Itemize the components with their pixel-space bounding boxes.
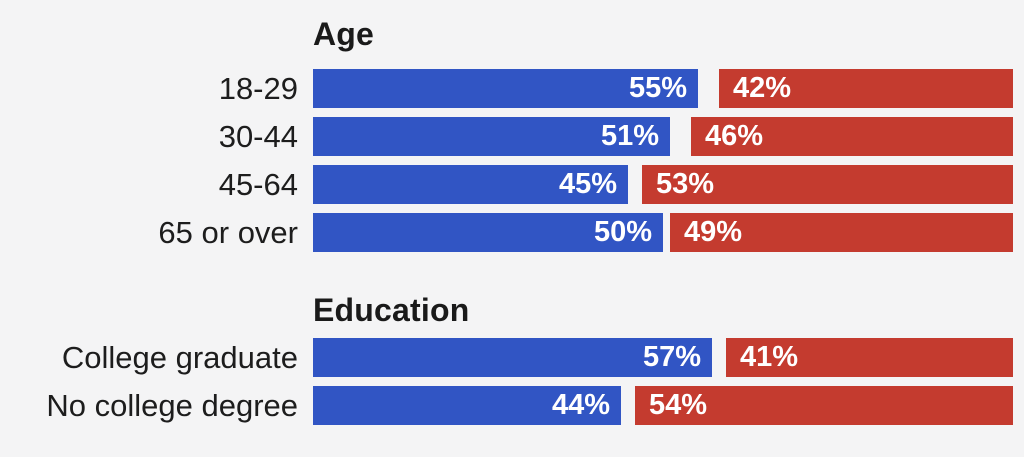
bar-track: 57% 41%	[313, 338, 1013, 377]
bar-track: 50% 49%	[313, 213, 1013, 252]
red-bar-value: 41%	[740, 341, 799, 373]
blue-bar: 57%	[313, 338, 712, 377]
blue-bar-value: 45%	[558, 168, 617, 200]
blue-bar-value: 44%	[551, 389, 610, 421]
bar-row: College graduate 57% 41%	[0, 338, 1024, 377]
blue-bar-value: 55%	[628, 72, 687, 104]
bar-row: 18-29 55% 42%	[0, 69, 1024, 108]
blue-bar-value: 51%	[600, 120, 659, 152]
row-label: 30-44	[218, 119, 298, 154]
blue-bar: 51%	[313, 117, 670, 156]
blue-bar-value: 57%	[642, 341, 701, 373]
bar-row: 30-44 51% 46%	[0, 117, 1024, 156]
red-bar: 41%	[726, 338, 1013, 377]
blue-bar: 55%	[313, 69, 698, 108]
row-label: 65 or over	[158, 215, 298, 250]
blue-bar: 50%	[313, 213, 663, 252]
blue-bar-value: 50%	[593, 216, 652, 248]
red-bar: 42%	[719, 69, 1013, 108]
group-title-age: Age	[313, 16, 375, 52]
bar-row: No college degree 44% 54%	[0, 386, 1024, 425]
group-education: Education College graduate 57% 41% No co…	[0, 290, 1024, 425]
bar-row: 45-64 45% 53%	[0, 165, 1024, 204]
blue-bar: 45%	[313, 165, 628, 204]
red-bar-value: 42%	[733, 72, 792, 104]
red-bar-value: 46%	[705, 120, 764, 152]
red-bar: 53%	[642, 165, 1013, 204]
bar-row: 65 or over 50% 49%	[0, 213, 1024, 252]
red-bar: 54%	[635, 386, 1013, 425]
row-label: 18-29	[218, 71, 298, 106]
red-bar: 46%	[691, 117, 1013, 156]
red-bar-value: 49%	[684, 216, 743, 248]
row-label: College graduate	[61, 340, 298, 375]
bar-track: 51% 46%	[313, 117, 1013, 156]
blue-bar: 44%	[313, 386, 621, 425]
red-bar-value: 54%	[649, 389, 708, 421]
bar-track: 45% 53%	[313, 165, 1013, 204]
red-bar-value: 53%	[656, 168, 715, 200]
row-label: No college degree	[46, 388, 298, 423]
group-title-education: Education	[313, 292, 470, 328]
bar-track: 44% 54%	[313, 386, 1013, 425]
red-bar: 49%	[670, 213, 1013, 252]
bar-track: 55% 42%	[313, 69, 1013, 108]
group-age: Age 18-29 55% 42% 30-44 51% 46%	[0, 14, 1024, 252]
row-label: 45-64	[218, 167, 298, 202]
